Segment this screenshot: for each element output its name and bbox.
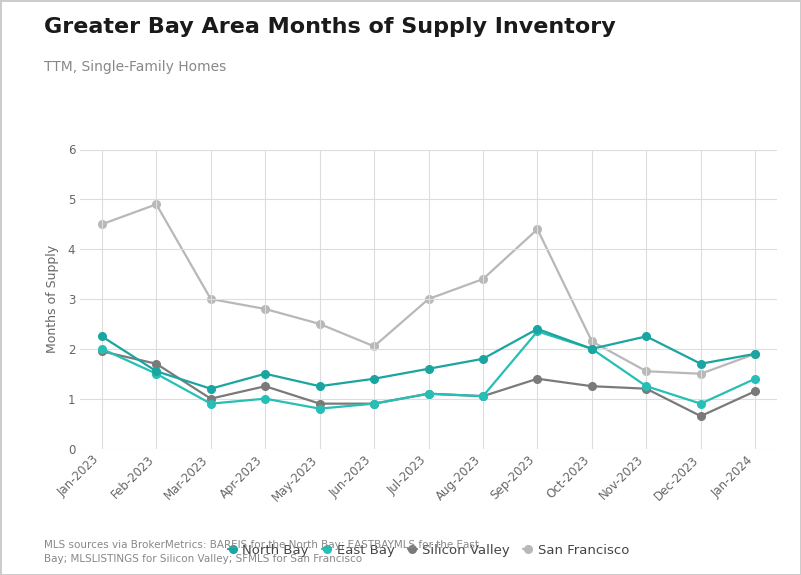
Silicon Valley: [424, 390, 433, 397]
Silicon Valley: [587, 383, 597, 390]
San Francisco: [315, 320, 324, 327]
East Bay: [206, 400, 215, 407]
North Bay: [97, 333, 107, 340]
East Bay: [533, 328, 542, 335]
East Bay: [97, 346, 107, 352]
Silicon Valley: [696, 413, 706, 420]
North Bay: [260, 370, 270, 377]
Text: Greater Bay Area Months of Supply Inventory: Greater Bay Area Months of Supply Invent…: [44, 17, 616, 37]
Silicon Valley: [315, 400, 324, 407]
Silicon Valley: [751, 388, 760, 394]
San Francisco: [369, 343, 379, 350]
North Bay: [751, 350, 760, 357]
Silicon Valley: [533, 375, 542, 382]
North Bay: [533, 325, 542, 332]
San Francisco: [587, 338, 597, 345]
San Francisco: [478, 275, 488, 282]
Silicon Valley: [260, 383, 270, 390]
Text: MLS sources via BrokerMetrics: BAREIS for the North Bay; EASTBAYMLS for the East: MLS sources via BrokerMetrics: BAREIS fo…: [44, 540, 479, 564]
Line: Silicon Valley: Silicon Valley: [98, 347, 759, 420]
Silicon Valley: [97, 348, 107, 355]
East Bay: [315, 405, 324, 412]
East Bay: [587, 346, 597, 352]
San Francisco: [642, 368, 651, 375]
North Bay: [478, 355, 488, 362]
Silicon Valley: [642, 385, 651, 392]
North Bay: [151, 368, 161, 375]
Y-axis label: Months of Supply: Months of Supply: [46, 245, 59, 353]
East Bay: [478, 393, 488, 400]
East Bay: [260, 395, 270, 402]
Silicon Valley: [206, 395, 215, 402]
North Bay: [424, 365, 433, 372]
North Bay: [369, 375, 379, 382]
San Francisco: [97, 221, 107, 228]
San Francisco: [533, 226, 542, 233]
Legend: North Bay, East Bay, Silicon Valley, San Francisco: North Bay, East Bay, Silicon Valley, San…: [223, 539, 634, 562]
East Bay: [424, 390, 433, 397]
East Bay: [751, 375, 760, 382]
San Francisco: [696, 370, 706, 377]
East Bay: [642, 383, 651, 390]
East Bay: [151, 370, 161, 377]
North Bay: [696, 361, 706, 367]
San Francisco: [206, 296, 215, 302]
San Francisco: [424, 296, 433, 302]
San Francisco: [751, 350, 760, 357]
East Bay: [369, 400, 379, 407]
Line: San Francisco: San Francisco: [98, 201, 759, 378]
North Bay: [642, 333, 651, 340]
North Bay: [587, 346, 597, 352]
North Bay: [206, 385, 215, 392]
Silicon Valley: [478, 393, 488, 400]
East Bay: [696, 400, 706, 407]
Text: TTM, Single-Family Homes: TTM, Single-Family Homes: [44, 60, 227, 74]
Line: East Bay: East Bay: [98, 328, 759, 412]
San Francisco: [151, 201, 161, 208]
Line: North Bay: North Bay: [98, 325, 759, 393]
North Bay: [315, 383, 324, 390]
San Francisco: [260, 305, 270, 312]
Silicon Valley: [369, 400, 379, 407]
Silicon Valley: [151, 361, 161, 367]
